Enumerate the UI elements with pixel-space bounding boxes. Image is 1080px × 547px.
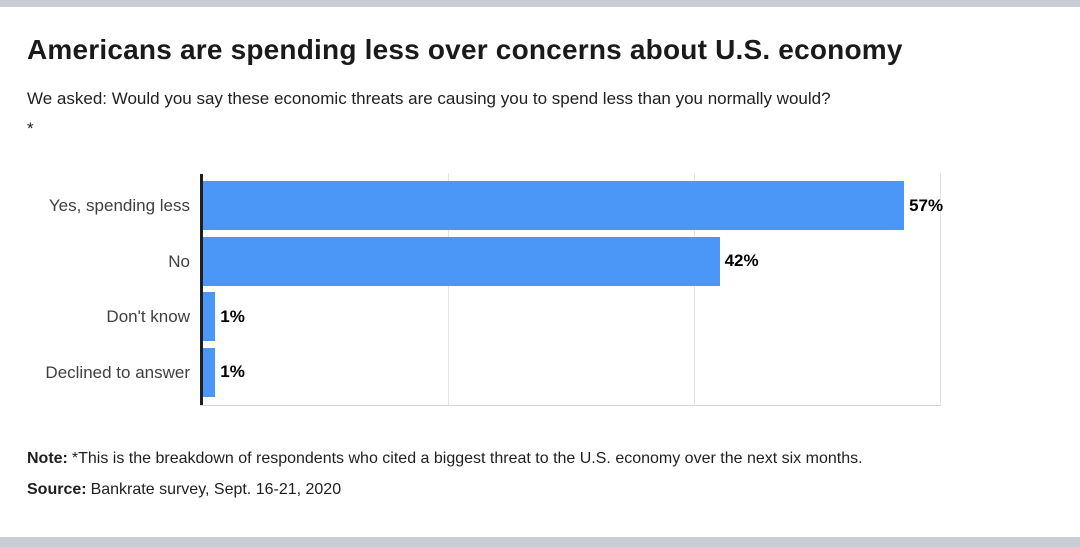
bar — [203, 236, 720, 286]
value-label: 42% — [724, 251, 759, 271]
top-border-strip — [0, 0, 1080, 7]
chart-source: Source: Bankrate survey, Sept. 16-21, 202… — [27, 481, 341, 499]
category-label: Declined to answer — [45, 362, 190, 382]
chart-subtitle: We asked: Would you say these economic t… — [27, 89, 831, 138]
bar-row: No 42% — [0, 234, 1080, 290]
bar — [203, 181, 905, 231]
gridline-40pct — [694, 173, 695, 406]
category-label: No — [168, 251, 190, 271]
source-label: Source: — [27, 481, 87, 498]
source-text: Bankrate survey, Sept. 16-21, 2020 — [90, 481, 342, 498]
bar-group: 42% — [203, 234, 759, 290]
bar-row: Yes, spending less 57% — [0, 178, 1080, 234]
bar-row: Don't know 1% — [0, 289, 1080, 345]
bar-group: 1% — [203, 345, 245, 401]
chart-title: Americans are spending less over concern… — [27, 34, 903, 65]
value-label: 1% — [220, 306, 245, 326]
gridline-20pct — [448, 173, 449, 406]
category-label: Yes, spending less — [48, 196, 190, 215]
note-label: Note: — [27, 450, 68, 467]
y-axis-line — [200, 174, 203, 406]
value-label: 1% — [220, 362, 245, 382]
x-axis-baseline — [200, 405, 941, 406]
bottom-border-strip — [0, 537, 1080, 547]
value-label: 57% — [909, 195, 944, 215]
bar — [203, 347, 216, 397]
category-label: Don't know — [106, 307, 190, 326]
bar-group: 1% — [203, 289, 245, 345]
note-text: *This is the breakdown of respondents wh… — [71, 450, 863, 467]
bar-row: Declined to answer 1% — [0, 345, 1080, 401]
bar-group: 57% — [203, 178, 943, 234]
gridline-60pct — [940, 173, 941, 406]
chart-note: Note: *This is the breakdown of responden… — [27, 450, 863, 468]
bar — [203, 292, 216, 342]
